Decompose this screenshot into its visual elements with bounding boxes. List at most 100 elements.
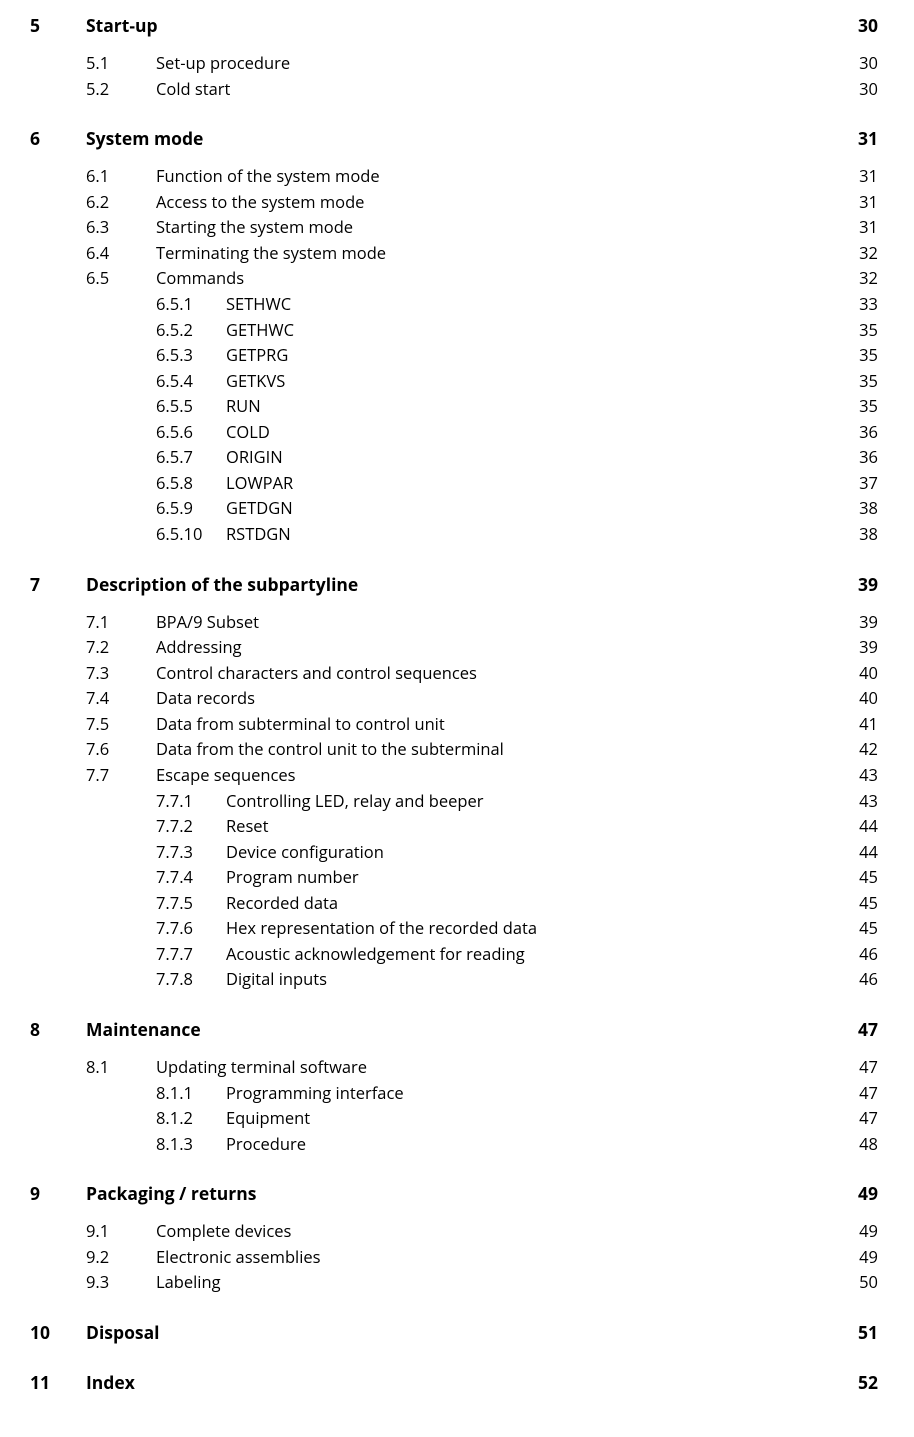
- toc-entry-title: COLD: [226, 419, 272, 445]
- toc-entry-title: Terminating the system mode: [156, 240, 388, 266]
- toc-entry-page: 42: [854, 736, 878, 762]
- toc-entry-page: 44: [854, 839, 878, 865]
- toc-entry-number: 10: [30, 1321, 86, 1345]
- toc-entry-page: 47: [854, 1018, 878, 1042]
- toc-entry: 9.2Electronic assemblies49: [30, 1244, 878, 1270]
- toc-entry-page: 30: [854, 50, 878, 76]
- toc-entry: 9.1Complete devices49: [30, 1218, 878, 1244]
- toc-entry: 7.7.8Digital inputs46: [30, 966, 878, 992]
- toc-entry: 7.7.7Acoustic acknowledgement for readin…: [30, 941, 878, 967]
- toc-entry-title: Function of the system mode: [156, 163, 382, 189]
- toc-entry-number: 7.7.7: [156, 941, 226, 967]
- toc-entry: 7.7Escape sequences 43: [30, 762, 878, 788]
- toc-entry-page: 39: [854, 573, 878, 597]
- toc-entry-number: 5: [30, 14, 86, 38]
- toc-entry-title: Maintenance: [86, 1018, 203, 1042]
- toc-entry: 6.5.4GETKVS35: [30, 368, 878, 394]
- toc-entry: 7.7.6Hex representation of the recorded …: [30, 915, 878, 941]
- toc-entry: 7.7.4Program number45: [30, 864, 878, 890]
- toc-entry: 7.1BPA/9 Subset39: [30, 609, 878, 635]
- toc-entry-page: 39: [854, 609, 878, 635]
- toc-entry-page: 43: [854, 788, 878, 814]
- toc-entry-page: 31: [854, 127, 878, 151]
- toc-entry-number: 8: [30, 1018, 86, 1042]
- toc-entry-title: RSTDGN: [226, 521, 293, 547]
- toc-entry-title: Data records: [156, 685, 257, 711]
- toc-entry-number: 6.3: [86, 214, 156, 240]
- toc-entry-page: 36: [854, 419, 878, 445]
- toc-entry: 6.5.3GETPRG35: [30, 342, 878, 368]
- toc-entry: 7.2Addressing39: [30, 634, 878, 660]
- toc-entry: 6.5.7ORIGIN36: [30, 444, 878, 470]
- toc-entry-page: 33: [854, 291, 878, 317]
- toc-entry: 6.4Terminating the system mode 32: [30, 240, 878, 266]
- toc-entry-page: 36: [854, 444, 878, 470]
- table-of-contents: 5Start-up305.1Set-up procedure305.2Cold …: [30, 14, 878, 1395]
- toc-entry-number: 7.7.4: [156, 864, 226, 890]
- toc-entry: 10Disposal51: [30, 1321, 878, 1345]
- toc-entry-page: 43: [854, 762, 878, 788]
- toc-entry-title: GETDGN: [226, 495, 295, 521]
- toc-entry-page: 31: [854, 214, 878, 240]
- toc-entry-title: Reset: [226, 813, 270, 839]
- toc-entry-number: 7.7: [86, 762, 156, 788]
- toc-entry-title: Controlling LED, relay and beeper: [226, 788, 485, 814]
- toc-entry-title: ORIGIN: [226, 444, 285, 470]
- toc-entry: 8.1.2Equipment47: [30, 1105, 878, 1131]
- toc-entry-title: LOWPAR: [226, 470, 295, 496]
- toc-entry-title: Packaging / returns: [86, 1182, 258, 1206]
- toc-entry: 6.5.9GETDGN 38: [30, 495, 878, 521]
- toc-entry-number: 7.4: [86, 685, 156, 711]
- toc-entry-title: Access to the system mode: [156, 189, 366, 215]
- toc-entry-title: Programming interface: [226, 1080, 406, 1106]
- toc-entry: 6.3Starting the system mode 31: [30, 214, 878, 240]
- toc-entry: 6System mode31: [30, 127, 878, 151]
- toc-entry-title: Complete devices: [156, 1218, 293, 1244]
- toc-entry-title: Device configuration: [226, 839, 386, 865]
- toc-entry-number: 8.1.1: [156, 1080, 226, 1106]
- toc-entry-title: Recorded data: [226, 890, 340, 916]
- toc-entry-page: 49: [854, 1182, 878, 1206]
- toc-entry: 7.4Data records40: [30, 685, 878, 711]
- toc-entry-number: 7.1: [86, 609, 156, 635]
- toc-entry-number: 6.5.1: [156, 291, 226, 317]
- toc-entry-page: 45: [854, 864, 878, 890]
- toc-entry: 9Packaging / returns 49: [30, 1182, 878, 1206]
- toc-entry-number: 7.7.3: [156, 839, 226, 865]
- toc-entry: 6.5.5RUN35: [30, 393, 878, 419]
- toc-entry-number: 6: [30, 127, 86, 151]
- toc-entry-title: Cold start: [156, 76, 232, 102]
- toc-entry-page: 39: [854, 634, 878, 660]
- toc-entry-title: Starting the system mode: [156, 214, 355, 240]
- toc-entry-page: 38: [854, 495, 878, 521]
- toc-entry: 7Description of the subpartyline39: [30, 573, 878, 597]
- toc-entry-page: 50: [854, 1269, 878, 1295]
- toc-entry-page: 45: [854, 890, 878, 916]
- toc-entry-number: 7.5: [86, 711, 156, 737]
- toc-entry-title: Escape sequences: [156, 762, 298, 788]
- toc-entry: 6.5.10RSTDGN38: [30, 521, 878, 547]
- toc-entry-page: 46: [854, 966, 878, 992]
- toc-entry: 6.5.8LOWPAR37: [30, 470, 878, 496]
- toc-entry-title: RUN: [226, 393, 263, 419]
- toc-entry-page: 38: [854, 521, 878, 547]
- toc-entry-page: 30: [854, 76, 878, 102]
- toc-entry-title: SETHWC: [226, 291, 293, 317]
- toc-entry-page: 49: [854, 1244, 878, 1270]
- toc-entry-number: 7.7.8: [156, 966, 226, 992]
- toc-entry-title: GETKVS: [226, 368, 287, 394]
- toc-entry-page: 32: [854, 240, 878, 266]
- toc-entry: 7.5Data from subterminal to control unit…: [30, 711, 878, 737]
- toc-entry: 6.5.1SETHWC 33: [30, 291, 878, 317]
- toc-entry-page: 31: [854, 189, 878, 215]
- toc-entry-title: Disposal: [86, 1321, 162, 1345]
- toc-entry: 6.5.2GETHWC35: [30, 317, 878, 343]
- toc-entry-page: 35: [854, 368, 878, 394]
- toc-entry-number: 6.4: [86, 240, 156, 266]
- toc-entry-number: 6.5.9: [156, 495, 226, 521]
- toc-entry-title: Hex representation of the recorded data: [226, 915, 539, 941]
- toc-entry-number: 7: [30, 573, 86, 597]
- toc-entry-number: 9: [30, 1182, 86, 1206]
- toc-entry-number: 6.5.8: [156, 470, 226, 496]
- toc-entry-page: 45: [854, 915, 878, 941]
